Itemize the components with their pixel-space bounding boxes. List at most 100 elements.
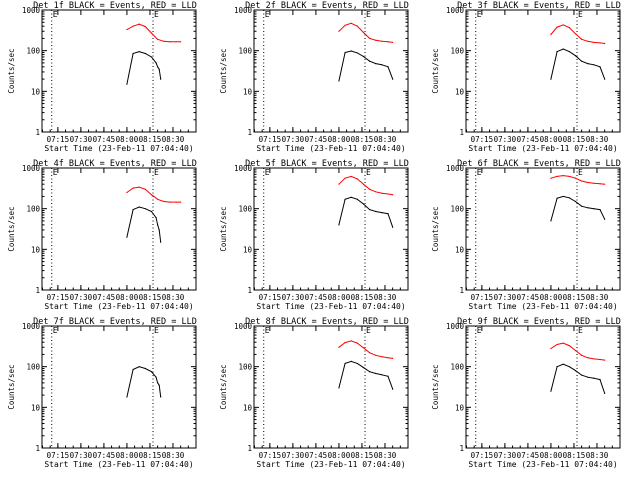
x-tick-label: 07:15 — [47, 135, 70, 144]
data-point-events — [375, 63, 377, 65]
x-tick-label: 08:15 — [139, 293, 162, 302]
y-tick-label: 1 — [459, 128, 464, 137]
data-point-lld — [157, 198, 159, 200]
x-tick-label: 07:45 — [305, 293, 328, 302]
x-axis-label: Start Time (23-Feb-11 07:04:40) — [468, 460, 617, 469]
x-axis-label: Start Time (23-Feb-11 07:04:40) — [256, 302, 405, 311]
x-tick-label: 07:30 — [70, 135, 93, 144]
plot-frame — [41, 9, 197, 133]
plot-frame — [465, 325, 621, 449]
chart-title: Det 1f BLACK = Events, RED = LLD — [33, 1, 197, 11]
data-point-events — [604, 78, 606, 80]
data-point-events — [157, 66, 159, 68]
data-point-lld — [599, 42, 601, 44]
data-point-events — [581, 60, 583, 62]
chart-title: Det 7f BLACK = Events, RED = LLD — [33, 317, 197, 327]
data-point-events — [556, 50, 558, 53]
data-point-events — [599, 379, 601, 381]
data-point-lld — [562, 342, 564, 344]
data-point-events — [593, 377, 595, 379]
data-point-events — [550, 220, 552, 222]
series-line-events — [550, 48, 606, 80]
x-tick-label: 07:45 — [517, 135, 540, 144]
data-point-events — [132, 208, 134, 211]
y-tick-label: 1000 — [22, 164, 41, 173]
x-tick-label: 07:45 — [517, 293, 540, 302]
data-point-lld — [574, 349, 577, 352]
data-point-lld — [581, 180, 583, 182]
chart-title: Det 4f BLACK = Events, RED = LLD — [33, 159, 197, 169]
data-point-lld — [550, 33, 552, 36]
x-tick-label: 08:30 — [586, 293, 609, 302]
chart-panel-4: Det 4f BLACK = Events, RED = LLD 1 10 100 10… — [7, 159, 197, 311]
plot-frame — [465, 167, 621, 291]
series-line-events — [126, 51, 162, 85]
y-tick-label: 1 — [35, 286, 40, 295]
y-tick-label: 1 — [459, 444, 464, 453]
y-axis-label: Counts/sec — [7, 364, 16, 409]
data-point-events — [562, 363, 564, 365]
x-tick-label: 07:45 — [93, 135, 116, 144]
y-axis-label: Counts/sec — [219, 364, 228, 409]
y-tick-label: 10 — [243, 245, 253, 254]
data-point-lld — [344, 177, 346, 179]
chart-panel-5: Det 5f BLACK = Events, RED = LLD 1 10 100 10… — [219, 159, 409, 311]
event-marker-label: E — [154, 168, 159, 177]
data-point-events — [362, 55, 365, 58]
data-point-lld — [150, 32, 153, 34]
data-point-events — [157, 224, 159, 226]
data-point-lld — [356, 25, 358, 27]
data-point-lld — [138, 186, 140, 188]
data-point-events — [150, 210, 153, 213]
series-line-events — [338, 196, 394, 228]
y-tick-label: 1 — [247, 128, 252, 137]
y-axis-label: Counts/sec — [431, 364, 440, 409]
data-point-events — [587, 376, 589, 378]
data-point-events — [344, 51, 346, 54]
event-marker-label: E — [578, 10, 583, 19]
data-point-lld — [163, 40, 165, 42]
x-tick-label: 07:15 — [259, 451, 282, 460]
x-tick-label: 07:45 — [93, 293, 116, 302]
data-point-events — [344, 198, 346, 200]
chart-title: Det 3f BLACK = Events, RED = LLD — [457, 1, 621, 11]
data-point-lld — [604, 359, 606, 361]
y-tick-label: 100 — [238, 205, 252, 214]
series-line-events — [338, 50, 394, 82]
x-tick-label: 08:15 — [351, 135, 374, 144]
data-point-events — [338, 80, 340, 82]
data-point-events — [144, 208, 146, 210]
data-point-events — [556, 197, 558, 199]
plot-frame — [253, 167, 409, 291]
event-marker-label: E — [366, 10, 371, 19]
plot-frame — [41, 325, 197, 449]
data-point-lld — [381, 192, 383, 194]
data-point-lld — [175, 201, 177, 203]
plot-frame — [253, 9, 409, 133]
data-point-lld — [556, 175, 558, 178]
data-point-lld — [356, 342, 358, 344]
x-tick-label: 08:00 — [116, 451, 139, 460]
chart-title: Det 5f BLACK = Events, RED = LLD — [245, 159, 409, 169]
event-marker-label: E — [366, 168, 371, 177]
data-point-lld — [604, 183, 606, 185]
series-line-events — [126, 206, 162, 243]
chart-panel-3: Det 3f BLACK = Events, RED = LLD 1 10 100 10… — [431, 1, 621, 153]
data-point-events — [155, 376, 157, 378]
plot-frame — [253, 325, 409, 449]
series-line-lld — [126, 23, 181, 43]
data-point-lld — [132, 25, 134, 27]
x-tick-label: 08:00 — [328, 451, 351, 460]
y-tick-label: 1000 — [446, 322, 465, 331]
x-tick-label: 08:15 — [563, 451, 586, 460]
series-line-lld — [550, 175, 605, 185]
data-point-lld — [387, 193, 389, 195]
x-axis-label: Start Time (23-Feb-11 07:04:40) — [44, 302, 193, 311]
data-point-lld — [381, 356, 383, 358]
data-point-lld — [338, 346, 340, 348]
data-point-events — [150, 56, 153, 58]
y-tick-label: 100 — [450, 205, 464, 214]
data-point-lld — [568, 344, 570, 347]
x-tick-label: 08:00 — [328, 135, 351, 144]
